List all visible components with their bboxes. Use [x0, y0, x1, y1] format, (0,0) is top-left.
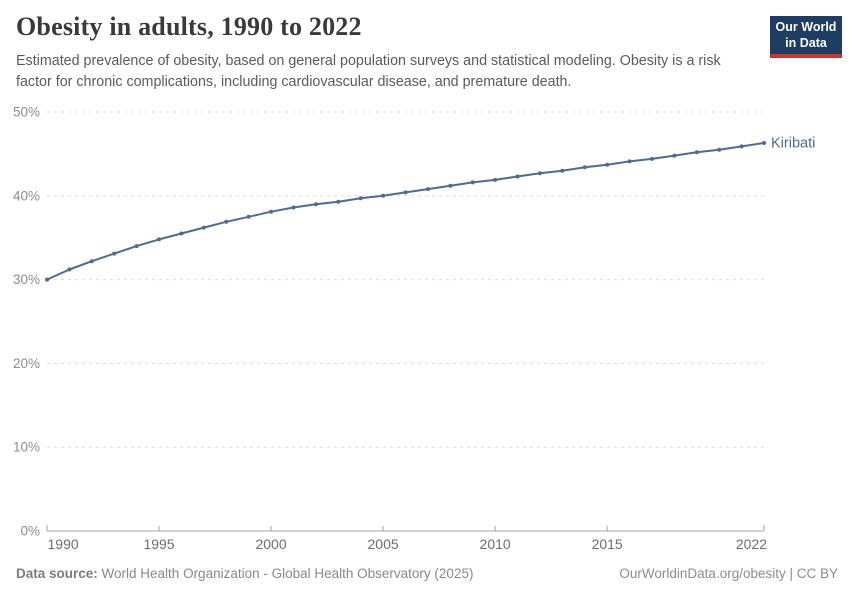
data-point-marker — [605, 162, 610, 167]
x-axis-tick-label: 2022 — [736, 536, 767, 552]
y-axis-tick-label: 40% — [13, 188, 40, 203]
data-point-marker — [291, 205, 296, 210]
x-axis-tick-label: 2015 — [592, 536, 623, 552]
data-point-marker — [134, 244, 139, 249]
data-point-marker — [336, 199, 341, 204]
data-point-marker — [425, 187, 430, 192]
series-end-label: Kiribati — [771, 136, 815, 152]
data-point-marker — [403, 190, 408, 195]
data-point-marker — [560, 168, 565, 173]
data-point-marker — [627, 159, 632, 164]
data-point-marker — [89, 259, 94, 264]
x-axis-tick-label: 2010 — [480, 536, 511, 552]
data-point-marker — [493, 177, 498, 182]
chart-footer: Data source: World Health Organization -… — [16, 566, 838, 581]
data-source-text: World Health Organization - Global Healt… — [97, 566, 474, 581]
y-axis-tick-label: 50% — [13, 105, 40, 120]
data-point-marker — [448, 183, 453, 188]
data-point-marker — [67, 267, 72, 272]
x-axis-tick-label: 2000 — [255, 536, 286, 552]
data-point-marker — [157, 237, 161, 242]
data-point-marker — [179, 231, 184, 236]
data-point-marker — [717, 147, 722, 152]
data-point-marker — [381, 193, 386, 198]
data-source-note: Data source: World Health Organization -… — [16, 566, 473, 581]
y-axis-tick-label: 30% — [13, 272, 40, 287]
data-point-marker — [470, 180, 475, 185]
data-point-marker — [672, 153, 677, 158]
x-axis-tick-label: 1995 — [143, 536, 174, 552]
x-axis-tick-label: 1990 — [48, 536, 79, 552]
x-axis-tick-label: 2005 — [368, 536, 399, 552]
data-point-marker — [112, 251, 117, 256]
chart-title: Obesity in adults, 1990 to 2022 — [16, 12, 362, 41]
series-line-kiribati — [46, 142, 765, 281]
owid-logo-accent-bar — [770, 54, 842, 59]
data-point-marker — [358, 196, 363, 201]
data-point-marker — [582, 165, 587, 170]
y-axis-tick-label: 10% — [13, 440, 40, 455]
data-point-marker — [45, 277, 49, 282]
owid-logo-text: Our World in Data — [770, 16, 842, 55]
data-point-marker — [515, 174, 520, 179]
data-point-marker — [739, 144, 744, 149]
data-point-marker — [537, 171, 542, 176]
owid-url-link[interactable]: OurWorldinData.org/obesity | CC BY — [619, 566, 838, 581]
data-source-label: Data source: — [16, 566, 98, 581]
data-point-marker — [694, 150, 699, 155]
data-point-marker — [762, 141, 766, 145]
chart-subtitle: Estimated prevalence of obesity, based o… — [16, 53, 721, 91]
y-axis-tick-label: 0% — [20, 524, 40, 539]
data-point-marker — [224, 219, 229, 224]
data-point-marker — [313, 202, 318, 207]
data-point-marker — [269, 209, 274, 214]
data-point-marker — [246, 214, 251, 219]
y-axis-tick-label: 20% — [13, 356, 40, 371]
data-point-marker — [650, 156, 654, 161]
owid-logo[interactable]: Our World in Data — [770, 16, 842, 59]
data-point-marker — [201, 225, 206, 230]
